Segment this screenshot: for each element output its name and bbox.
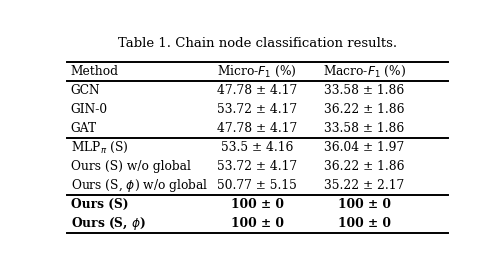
- Text: 100 ± 0: 100 ± 0: [230, 217, 283, 230]
- Text: 35.22 ± 2.17: 35.22 ± 2.17: [324, 179, 404, 192]
- Text: MLP$_\pi$ (S): MLP$_\pi$ (S): [70, 140, 128, 155]
- Text: GAT: GAT: [70, 122, 97, 135]
- Text: 53.72 ± 4.17: 53.72 ± 4.17: [217, 160, 297, 173]
- Text: 100 ± 0: 100 ± 0: [337, 198, 390, 211]
- Text: Ours (S) w/o global: Ours (S) w/o global: [70, 160, 190, 173]
- Text: 36.22 ± 1.86: 36.22 ± 1.86: [323, 103, 404, 116]
- Text: 36.04 ± 1.97: 36.04 ± 1.97: [324, 141, 404, 154]
- Text: GCN: GCN: [70, 84, 100, 97]
- Text: 50.77 ± 5.15: 50.77 ± 5.15: [217, 179, 297, 192]
- Text: 100 ± 0: 100 ± 0: [337, 217, 390, 230]
- Text: GIN-0: GIN-0: [70, 103, 107, 116]
- Text: Table 1. Chain node classification results.: Table 1. Chain node classification resul…: [117, 37, 396, 50]
- Text: Micro-$F_1$ (%): Micro-$F_1$ (%): [217, 64, 297, 79]
- Text: 53.72 ± 4.17: 53.72 ± 4.17: [217, 103, 297, 116]
- Text: 100 ± 0: 100 ± 0: [230, 198, 283, 211]
- Text: 33.58 ± 1.86: 33.58 ± 1.86: [324, 122, 404, 135]
- Text: Ours (S, $\phi$) w/o global: Ours (S, $\phi$) w/o global: [70, 177, 207, 194]
- Text: Ours (S): Ours (S): [70, 198, 128, 211]
- Text: 47.78 ± 4.17: 47.78 ± 4.17: [217, 84, 297, 97]
- Text: 33.58 ± 1.86: 33.58 ± 1.86: [324, 84, 404, 97]
- Text: Ours (S, $\phi$): Ours (S, $\phi$): [70, 215, 145, 232]
- Text: 36.22 ± 1.86: 36.22 ± 1.86: [323, 160, 404, 173]
- Text: Method: Method: [70, 65, 118, 78]
- Text: 53.5 ± 4.16: 53.5 ± 4.16: [220, 141, 293, 154]
- Text: 47.78 ± 4.17: 47.78 ± 4.17: [217, 122, 297, 135]
- Text: Macro-$F_1$ (%): Macro-$F_1$ (%): [322, 64, 405, 79]
